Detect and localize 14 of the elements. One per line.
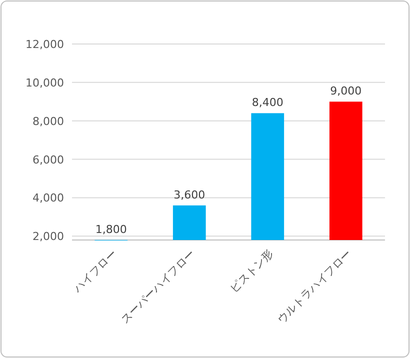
x-tick-label: ピストン形 — [228, 246, 276, 296]
data-label: 9,000 — [330, 84, 362, 98]
x-tick-label: ハイフロー — [70, 246, 120, 296]
y-tick-label: 2,000 — [32, 230, 64, 244]
data-label: 1,800 — [95, 223, 127, 236]
y-tick-label: 4,000 — [32, 192, 64, 205]
data-label: 8,400 — [252, 96, 284, 110]
y-tick-label: 8,000 — [32, 114, 64, 128]
y-tick-label: 10,000 — [26, 76, 64, 90]
data-label: 3,600 — [174, 188, 206, 202]
y-tick-label: 6,000 — [32, 153, 64, 166]
y-tick-label: 12,000 — [26, 38, 64, 51]
x-tick-label: スーパーハイフロー — [118, 246, 198, 326]
x-tick-label: ウルトラハイフロー — [274, 246, 354, 326]
